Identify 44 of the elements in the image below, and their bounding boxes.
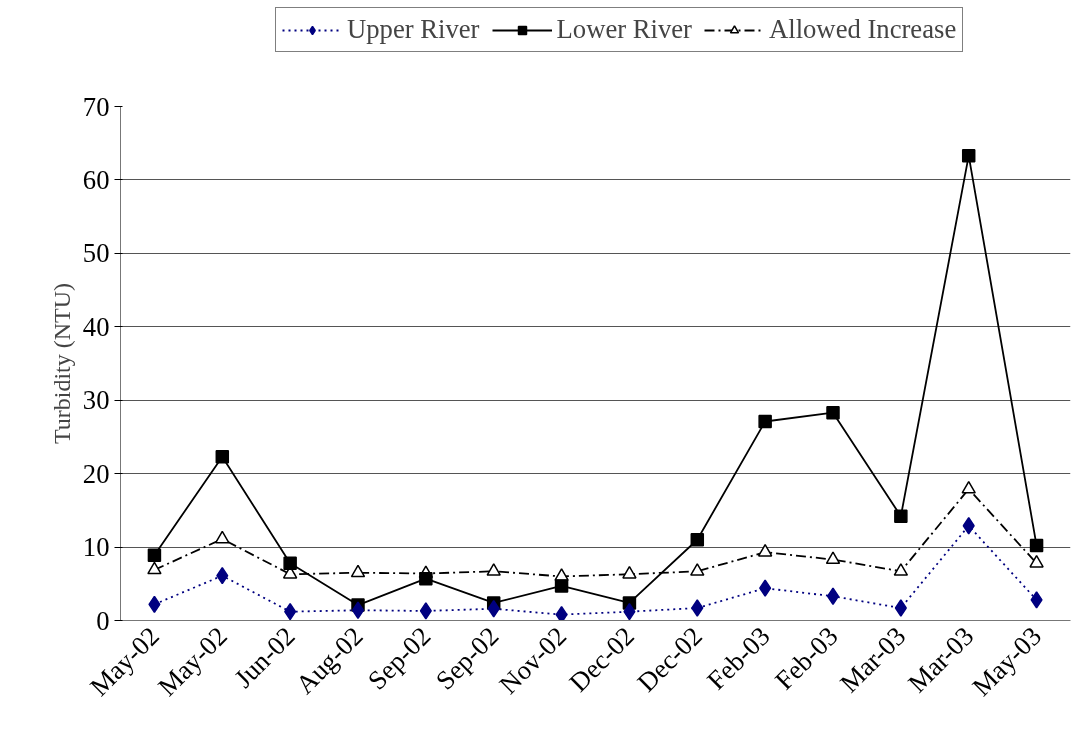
point <box>1030 591 1043 609</box>
point <box>554 579 569 593</box>
y-tick-label: 20 <box>82 458 110 489</box>
y-tick-label: 70 <box>82 91 110 122</box>
point <box>1029 554 1044 568</box>
point <box>690 532 705 547</box>
point <box>826 587 840 606</box>
y-tick-label: 10 <box>82 532 110 563</box>
point <box>622 565 637 579</box>
point <box>757 543 773 557</box>
y-axis-title: Turbidity (NTU) <box>48 282 75 445</box>
point <box>961 480 976 494</box>
point <box>962 517 975 535</box>
point <box>826 405 840 420</box>
y-tick-label: 60 <box>82 164 110 195</box>
y-tick-label: 50 <box>82 238 110 269</box>
y-tick-label: 0 <box>96 605 110 636</box>
legend-label: Upper River <box>347 14 480 45</box>
point <box>893 563 909 576</box>
point <box>555 605 568 621</box>
point <box>690 563 705 576</box>
legend-label: Lower River <box>556 14 692 45</box>
point <box>147 548 162 562</box>
point <box>487 600 500 618</box>
point <box>283 556 297 570</box>
point <box>1029 538 1044 553</box>
point <box>961 148 976 163</box>
y-tick-label: 30 <box>82 385 110 416</box>
point <box>419 571 433 586</box>
point <box>486 563 501 576</box>
point <box>894 509 908 523</box>
y-tick-label: 40 <box>82 311 110 342</box>
point <box>147 561 162 575</box>
point <box>691 599 704 617</box>
point <box>759 579 772 597</box>
point <box>419 602 432 620</box>
point <box>894 599 907 617</box>
legend-label: Allowed Increase <box>768 14 957 45</box>
point <box>758 414 772 429</box>
point <box>215 530 230 544</box>
point <box>825 551 841 565</box>
point <box>351 601 365 619</box>
point <box>350 564 366 578</box>
point <box>215 450 230 464</box>
